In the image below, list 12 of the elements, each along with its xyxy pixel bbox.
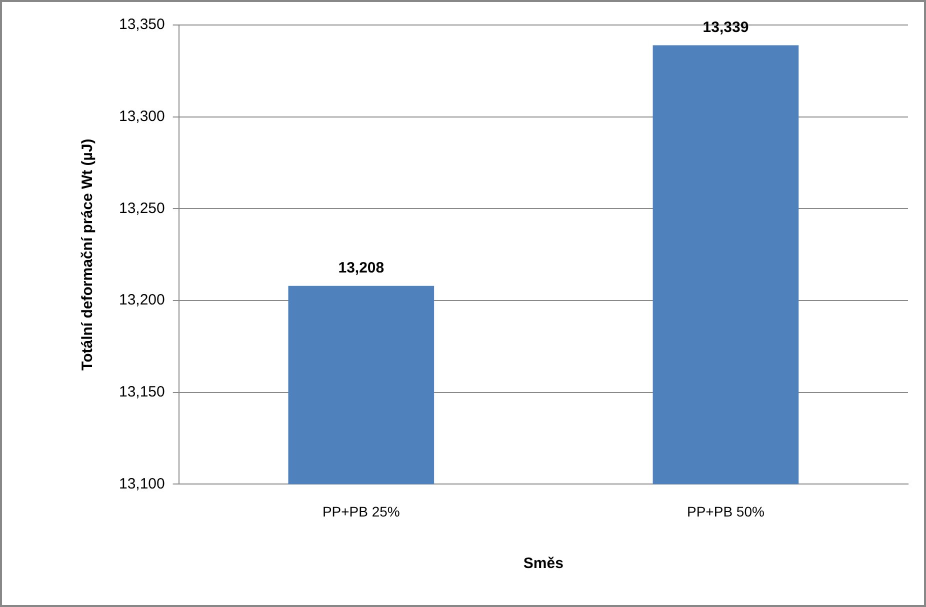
- x-axis-title: Směs: [523, 555, 564, 572]
- y-tick-label: 13,250: [118, 200, 165, 217]
- y-tick-label: 13,100: [118, 475, 165, 492]
- y-tick-label: 13,350: [118, 16, 165, 34]
- y-tick-label: 13,200: [118, 292, 165, 309]
- data-label: 13,339: [702, 18, 749, 36]
- y-axis-title: Totální deformační práce Wt (µJ): [79, 138, 96, 370]
- y-tick-label: 13,150: [118, 384, 165, 400]
- data-label: 13,208: [338, 259, 384, 276]
- x-tick-label: PP+PB 50%: [687, 503, 764, 520]
- x-tick-label: PP+PB 25%: [322, 503, 400, 520]
- y-tick-label: 13,300: [118, 108, 165, 125]
